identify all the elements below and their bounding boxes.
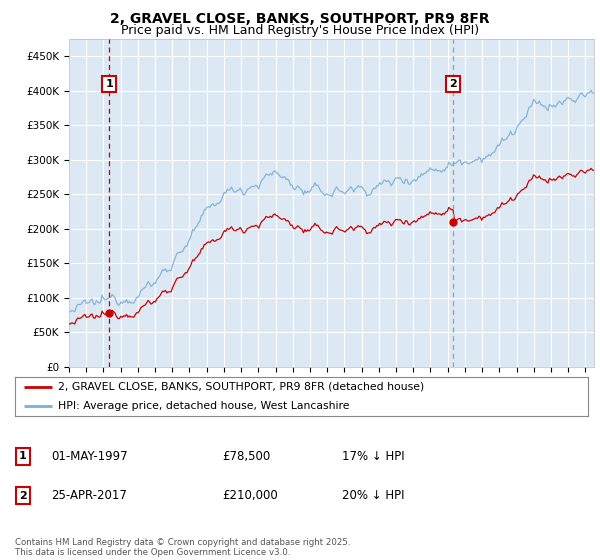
Text: 2: 2 (19, 491, 26, 501)
Text: Price paid vs. HM Land Registry's House Price Index (HPI): Price paid vs. HM Land Registry's House … (121, 24, 479, 36)
Text: Contains HM Land Registry data © Crown copyright and database right 2025.
This d: Contains HM Land Registry data © Crown c… (15, 538, 350, 557)
Text: 2, GRAVEL CLOSE, BANKS, SOUTHPORT, PR9 8FR: 2, GRAVEL CLOSE, BANKS, SOUTHPORT, PR9 8… (110, 12, 490, 26)
Text: 2: 2 (449, 79, 457, 89)
Text: HPI: Average price, detached house, West Lancashire: HPI: Average price, detached house, West… (58, 401, 349, 411)
Text: 20% ↓ HPI: 20% ↓ HPI (342, 489, 404, 502)
Text: 25-APR-2017: 25-APR-2017 (51, 489, 127, 502)
Text: 01-MAY-1997: 01-MAY-1997 (51, 450, 128, 463)
Text: £210,000: £210,000 (222, 489, 278, 502)
Text: 1: 1 (105, 79, 113, 89)
Text: £78,500: £78,500 (222, 450, 270, 463)
Text: 2, GRAVEL CLOSE, BANKS, SOUTHPORT, PR9 8FR (detached house): 2, GRAVEL CLOSE, BANKS, SOUTHPORT, PR9 8… (58, 382, 424, 392)
Text: 17% ↓ HPI: 17% ↓ HPI (342, 450, 404, 463)
Text: 1: 1 (19, 451, 26, 461)
